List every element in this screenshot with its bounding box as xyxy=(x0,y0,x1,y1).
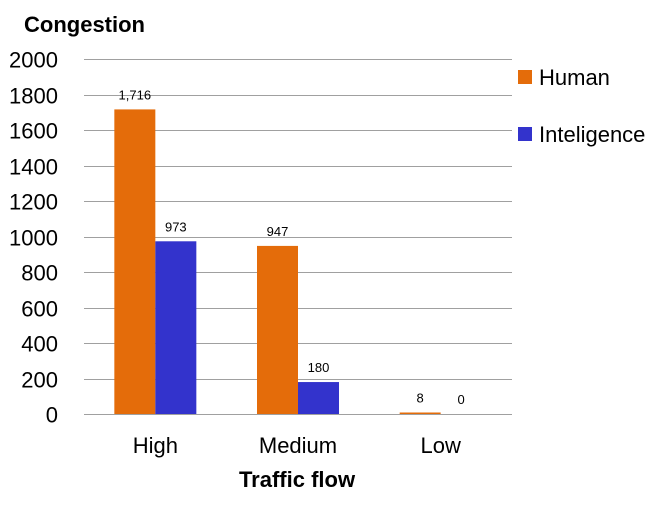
y-tick-label: 0 xyxy=(46,403,58,428)
data-label: 180 xyxy=(308,360,330,375)
y-tick-label: 1400 xyxy=(9,155,58,180)
y-tick-label: 800 xyxy=(21,261,58,286)
x-tick-label: Low xyxy=(420,433,460,458)
data-label: 947 xyxy=(267,224,289,239)
data-label: 0 xyxy=(458,392,465,407)
y-tick-label: 1600 xyxy=(9,119,58,144)
bar-human-high xyxy=(114,109,156,414)
bar-human-medium xyxy=(257,245,298,414)
bar-inteligence-high xyxy=(155,241,197,414)
data-label: 8 xyxy=(417,391,424,406)
y-tick-label: 1200 xyxy=(9,190,58,215)
data-label: 1,716 xyxy=(119,87,152,102)
x-tick-label: Medium xyxy=(259,433,337,458)
y-tick-label: 600 xyxy=(21,297,58,322)
x-axis-title: Traffic flow xyxy=(239,467,356,492)
x-axis-ticks: High Medium Low xyxy=(133,433,461,458)
y-tick-label: 1000 xyxy=(9,226,58,251)
y-tick-label: 400 xyxy=(21,332,58,357)
y-tick-label: 200 xyxy=(21,368,58,393)
x-tick-label: High xyxy=(133,433,178,458)
bar-inteligence-medium xyxy=(298,382,339,414)
bars xyxy=(114,109,441,414)
legend-swatch-inteligence xyxy=(518,127,532,141)
legend-label: Inteligence xyxy=(539,122,645,147)
y-axis-ticks: 0 200 400 600 800 1000 1200 1400 1600 1800 2000 xyxy=(9,48,58,428)
data-labels: 1,716 973 947 180 8 0 xyxy=(119,87,465,407)
y-tick-label: 1800 xyxy=(9,84,58,109)
data-label: 973 xyxy=(165,219,187,234)
legend: Human Inteligence xyxy=(518,65,645,147)
legend-swatch-human xyxy=(518,70,532,84)
bar-human-low xyxy=(399,412,441,414)
y-axis-title: Congestion xyxy=(24,12,145,37)
legend-label: Human xyxy=(539,65,610,90)
y-tick-label: 2000 xyxy=(9,48,58,73)
